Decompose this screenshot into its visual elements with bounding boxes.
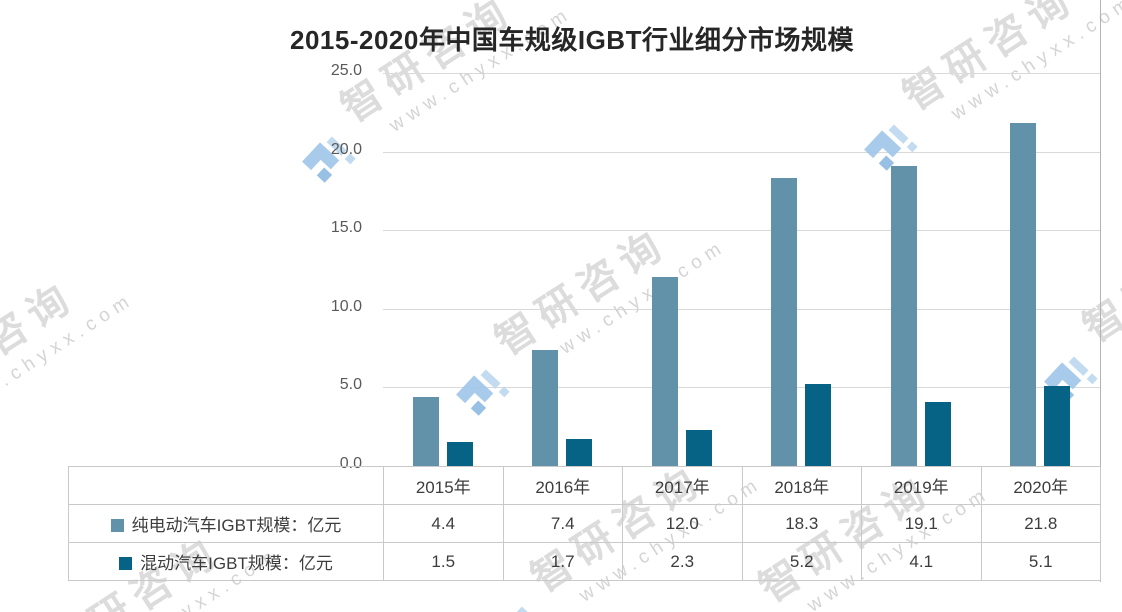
value-cell: 5.1: [980, 542, 1101, 581]
watermark-brand-text: 智研咨询: [1075, 207, 1122, 352]
year-cell: 2015年: [383, 466, 504, 505]
value-cell: 1.5: [383, 542, 504, 581]
watermark-logo-icon: [456, 369, 510, 416]
value-cell: 2.3: [622, 542, 743, 581]
watermark-logo-icon: [706, 598, 792, 612]
y-axis-tick-label: 15.0: [330, 219, 362, 237]
bar: [446, 442, 473, 466]
watermark-url-text: www.chyxx.com: [0, 288, 138, 423]
bar: [771, 178, 798, 466]
value-cell: 19.1: [861, 504, 982, 543]
y-axis-tick-label: 25.0: [330, 62, 362, 79]
gridline: [383, 230, 1100, 232]
bar: [924, 401, 951, 466]
gridline: [383, 308, 1100, 310]
y-axis-tick-label: 20.0: [330, 140, 362, 158]
legend-cell: 纯电动汽车IGBT规模：亿元: [68, 504, 384, 543]
watermark-url-text: www.chyxx.com: [947, 0, 1122, 125]
value-cell: 4.4: [383, 504, 504, 543]
watermark-brand-text: 智研咨询: [895, 0, 1085, 120]
value-cell: 12.0: [622, 504, 743, 543]
bar: [685, 429, 712, 466]
year-cell: 2018年: [741, 466, 862, 505]
year-cell: 2020年: [980, 466, 1101, 505]
bar: [805, 384, 832, 466]
watermark-logo-icon: [516, 606, 537, 612]
value-cell: 5.2: [741, 542, 862, 581]
table-corner-blank: [68, 466, 384, 505]
y-axis-tick-label: 5.0: [339, 376, 362, 394]
bar: [651, 277, 678, 466]
value-cell: 18.3: [741, 504, 862, 543]
y-axis-tick-label: 10.0: [330, 297, 362, 315]
year-cell: 2016年: [502, 466, 623, 505]
bar: [890, 165, 917, 466]
legend-cell: 混动汽车IGBT规模：亿元: [68, 542, 384, 581]
value-cell: 21.8: [980, 504, 1101, 543]
watermark-logo-icon: [302, 136, 356, 183]
watermark-brand-text: 智研咨询: [0, 273, 85, 418]
legend-swatch-icon: [110, 519, 124, 532]
data-table: 2015年 2016年 2017年 2018年 2019年 2020年纯电动汽车IGBT规…: [68, 466, 1101, 581]
watermark-brand-text: 智研咨询: [487, 220, 677, 365]
legend-label: 混动汽车IGBT规模：亿元: [140, 554, 333, 573]
legend-label: 纯电动汽车IGBT规模：亿元: [131, 516, 342, 535]
chart-title: 2015-2020年中国车规级IGBT行业细分市场规模: [290, 25, 854, 55]
bar: [532, 349, 559, 466]
watermark-url-text: www.chyxx.com: [539, 235, 730, 370]
gridline: [383, 151, 1100, 153]
watermark-logo-icon: [1044, 356, 1098, 403]
bar: [412, 396, 439, 466]
gridline: [383, 73, 1100, 74]
bar: [1010, 123, 1037, 466]
gridline: [383, 387, 1100, 389]
year-cell: 2017年: [622, 466, 743, 505]
value-cell: 7.4: [502, 504, 623, 543]
bar: [1044, 385, 1071, 466]
value-cell: 1.7: [502, 542, 623, 581]
chart-right-border: [1100, 0, 1101, 582]
value-cell: 4.1: [861, 542, 982, 581]
legend-swatch-icon: [119, 557, 133, 570]
year-cell: 2019年: [861, 466, 982, 505]
bar: [566, 439, 593, 466]
